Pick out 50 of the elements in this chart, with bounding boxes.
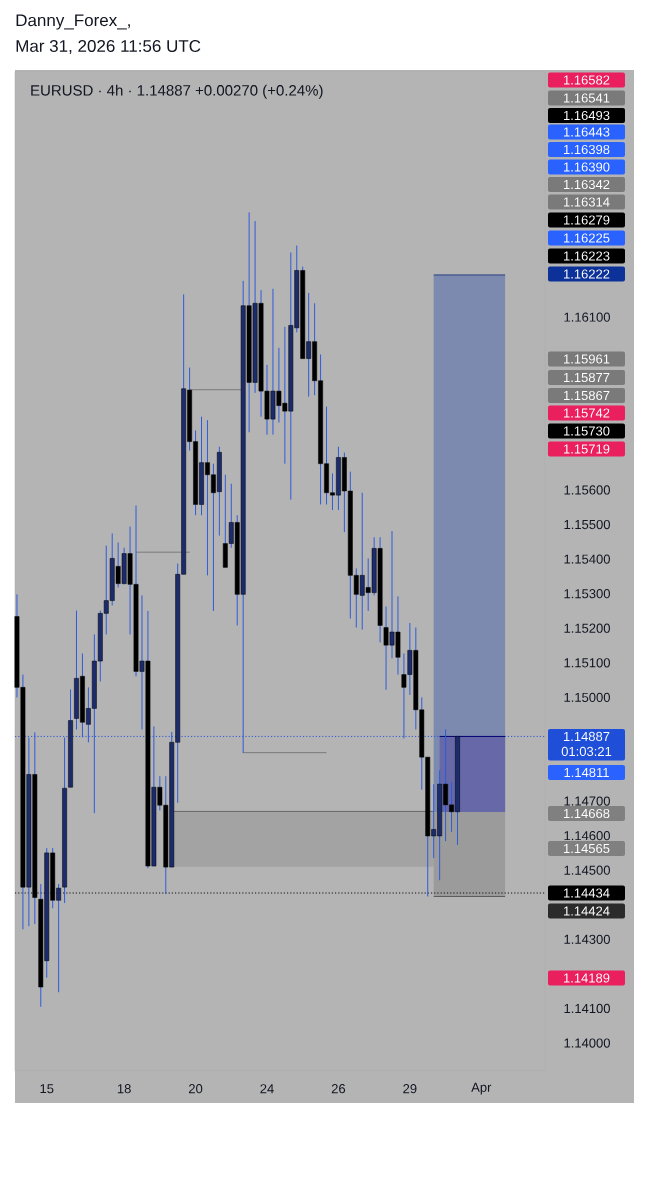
- x-tick-label: Apr: [471, 1082, 492, 1095]
- x-tick-label: 18: [117, 1084, 131, 1094]
- text: 1.16398: [563, 144, 610, 155]
- y-tick-label: 1.15600: [564, 485, 610, 495]
- ref-line-label: 1.14434: [563, 888, 610, 898]
- text: 1.16222: [563, 269, 610, 279]
- x-tick-label: 20: [188, 1084, 203, 1094]
- text: EURUSD · 4h · 1.14887 +0.00270 (+0.24%): [31, 84, 323, 99]
- y-tick-label: 1.16100: [564, 312, 610, 322]
- text: 1.16223: [563, 251, 610, 261]
- x-tick-label: 15: [40, 1084, 54, 1094]
- y-tick-label: 1.14500: [564, 865, 610, 875]
- y-tick-label: 1.14000: [564, 1038, 610, 1048]
- text: 1.16225: [563, 233, 610, 243]
- text: 1.14668: [563, 808, 610, 819]
- text: 1.15742: [563, 408, 610, 418]
- y-tick-label: 1.14700: [564, 796, 610, 806]
- y-tick-label: 1.15300: [564, 589, 610, 599]
- y-tick-label: 1.15400: [564, 554, 610, 564]
- x-tick-label: 29: [403, 1084, 417, 1094]
- y-tick-label: 1.15000: [564, 692, 610, 702]
- text: 1.15719: [563, 444, 610, 454]
- text: 1.14565: [563, 843, 610, 854]
- text: 1.16342: [563, 179, 610, 190]
- text: 1.16493: [563, 110, 610, 121]
- text: Mar 31, 2026 11:56 UTC: [16, 39, 201, 55]
- text: Danny_Forex_,: [16, 14, 130, 30]
- text: 01:03:21: [561, 746, 612, 757]
- text: 1.16443: [563, 127, 610, 137]
- x-tick-label: 24: [260, 1084, 274, 1094]
- y-tick-label: 1.15500: [564, 519, 610, 530]
- text: 1.16314: [563, 197, 610, 207]
- text: 1.16390: [563, 162, 610, 172]
- y-tick-label: 1.15100: [564, 658, 610, 668]
- x-tick-label: 26: [331, 1084, 346, 1094]
- y-tick-label: 1.14100: [564, 1003, 610, 1014]
- y-tick-label: 1.14600: [564, 831, 610, 841]
- y-tick-label: 1.14300: [564, 934, 610, 944]
- text: 1.15730: [563, 426, 610, 436]
- text: 1.16279: [563, 215, 610, 225]
- text: 1.14424: [563, 906, 610, 916]
- y-tick-label: 1.15200: [564, 623, 610, 633]
- text: 1.16541: [563, 93, 610, 103]
- text: 1.14189: [563, 973, 610, 983]
- ref-line-label: 1.14887: [563, 731, 610, 742]
- text: 1.15877: [563, 372, 610, 383]
- text: 1.15867: [563, 390, 610, 401]
- text: 1.15961: [563, 354, 610, 364]
- text: 1.14811: [564, 767, 609, 778]
- text: 1.16582: [563, 75, 610, 85]
